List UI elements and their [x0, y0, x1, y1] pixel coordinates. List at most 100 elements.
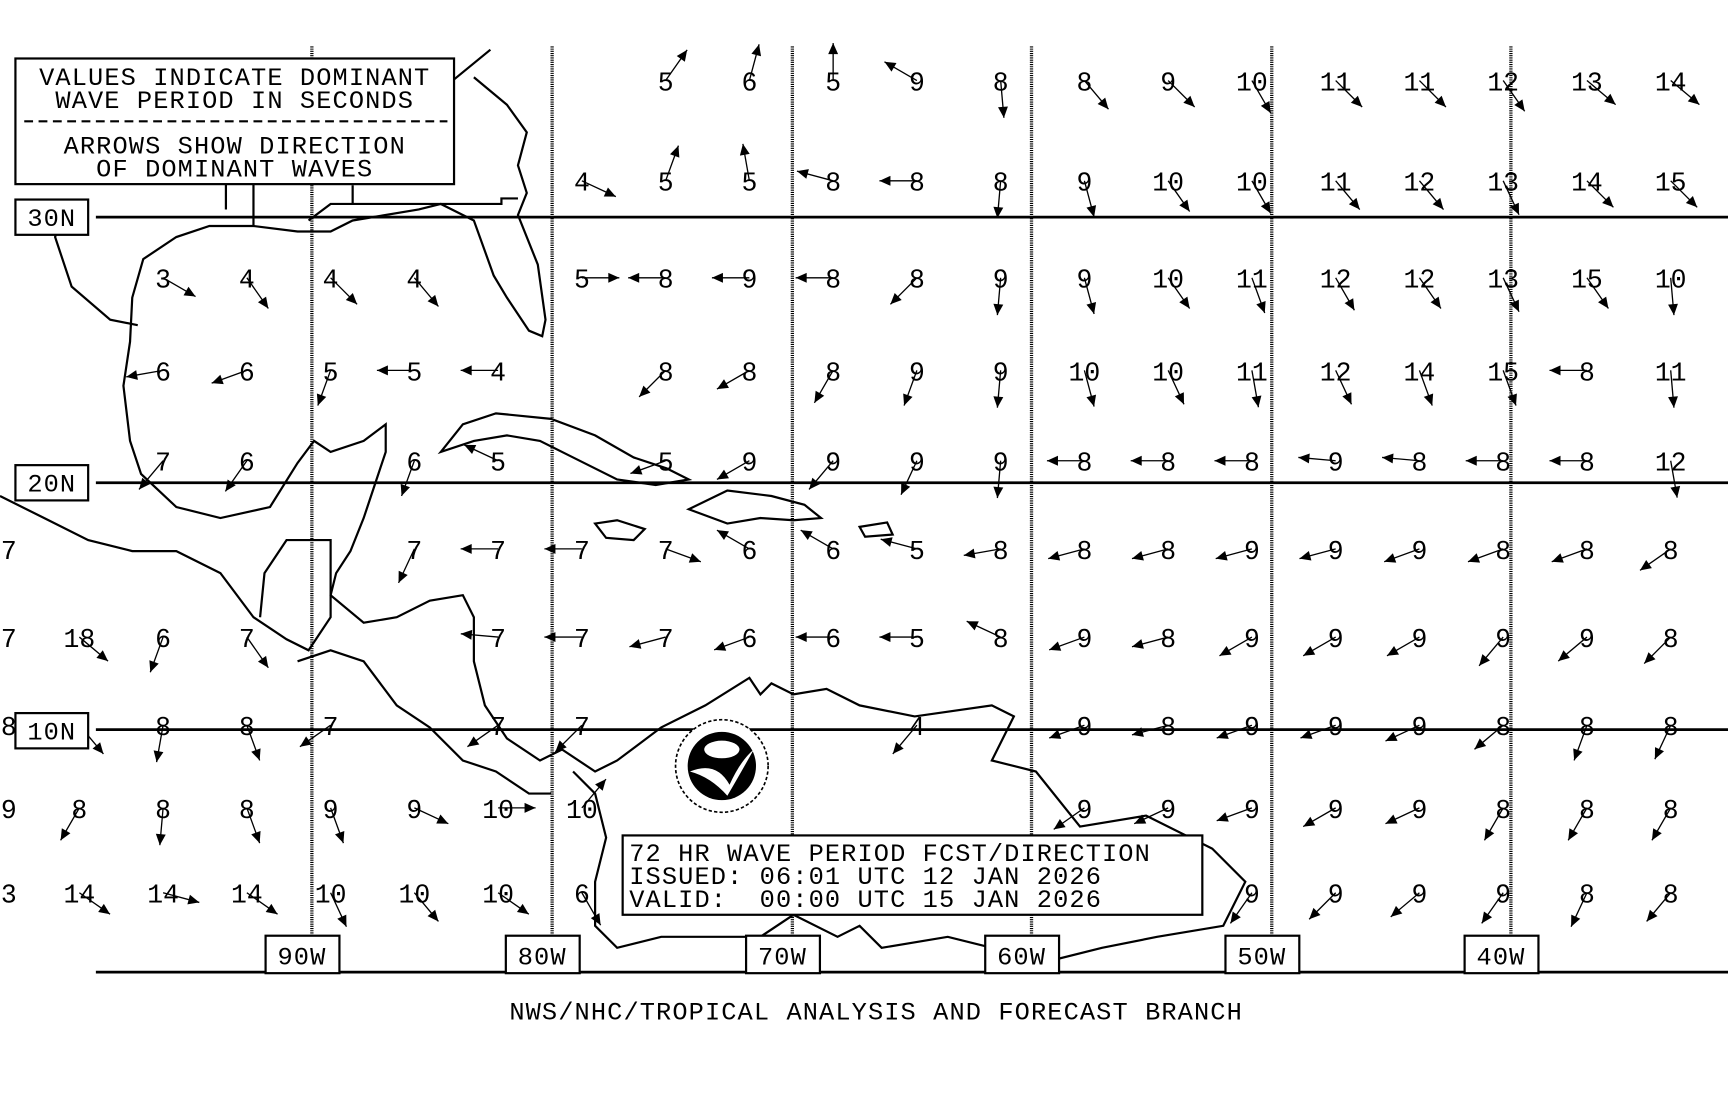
wave-cell: 6 — [741, 44, 762, 98]
wave-cell: 8 — [1131, 625, 1176, 655]
wave-period-value: 10 — [1069, 358, 1101, 388]
wave-cell: 5 — [879, 625, 925, 655]
legend-line: ARROWS SHOW DIRECTION — [64, 132, 406, 161]
arrowhead-icon — [1183, 95, 1195, 108]
legend-box: VALUES INDICATE DOMINANT WAVE PERIOD IN … — [14, 57, 456, 186]
wave-period-value: 15 — [1487, 358, 1519, 388]
wave-cell: 8 — [993, 169, 1009, 219]
wave-cell: 8 — [795, 266, 841, 296]
wave-period-value: 10 — [1152, 266, 1184, 296]
wave-period-value: 15 — [1571, 266, 1603, 296]
wave-cell: 8 — [153, 713, 171, 763]
arrowhead-icon — [603, 187, 616, 197]
wave-cell: 6 — [716, 529, 757, 567]
wave-cell: 5 — [658, 49, 688, 98]
legend-line: WAVE PERIOD IN SECONDS — [55, 87, 414, 116]
wave-period-value: 8 — [1579, 881, 1595, 911]
wave-cell: 9 — [1160, 68, 1196, 108]
wave-cell: 9 — [1048, 713, 1092, 743]
wave-period-value: 10 — [1152, 169, 1184, 199]
wave-period-value: 7 — [323, 713, 339, 743]
wave-cell: 7 — [239, 625, 269, 669]
arrowhead-icon — [1423, 393, 1434, 406]
arrowhead-icon — [139, 477, 150, 490]
wave-cell: 5 — [376, 358, 422, 388]
wave-cell: 5 — [463, 444, 506, 479]
wave-period-value: 11 — [1320, 68, 1352, 98]
arrowhead-icon — [345, 292, 358, 305]
wave-cell: 7 — [544, 537, 590, 567]
wave-cell: 6 — [713, 625, 757, 655]
wave-period-value: 9 — [1160, 796, 1176, 826]
arrowhead-icon — [1214, 455, 1226, 466]
wave-cell: 9 — [993, 266, 1009, 316]
arrowhead-icon — [153, 750, 164, 763]
wave-period-value: 7 — [574, 713, 590, 743]
arrowhead-icon — [1479, 654, 1490, 666]
wave-period-value: 18 — [63, 625, 95, 655]
wave-period-value: 7 — [490, 537, 506, 567]
wave-period-value: 6 — [741, 68, 757, 98]
wave-cell: 12 — [1487, 68, 1526, 112]
wave-cell: 8 — [239, 713, 261, 761]
wave-period-value: 6 — [239, 449, 255, 479]
arrowhead-icon — [516, 903, 529, 915]
wave-cell: 8 — [1382, 449, 1427, 479]
wave-cell: 8 — [628, 266, 674, 296]
arrowhead-icon — [711, 272, 723, 283]
wave-cell: 8 — [1570, 881, 1595, 927]
wave-period-value: 8 — [1160, 713, 1176, 743]
arrowhead-icon — [1260, 100, 1271, 113]
arrowhead-icon — [1260, 201, 1271, 214]
wave-period-value: 10 — [566, 796, 598, 826]
wave-cell: 9 — [1133, 796, 1176, 826]
wave-period-value: 9 — [1244, 713, 1260, 743]
wave-cell: 9 — [1216, 796, 1260, 826]
lat-label-text: 30N — [27, 205, 76, 234]
wave-cell: 12 — [1655, 449, 1687, 498]
lon-label-90w: 90W — [264, 934, 341, 975]
arrowhead-icon — [98, 903, 111, 915]
arrowhead-icon — [1216, 729, 1229, 739]
wave-cell: 7 — [1, 537, 17, 567]
lat-label-text: 20N — [27, 471, 76, 500]
arrowhead-icon — [460, 543, 472, 554]
wave-period-value: 4 — [490, 358, 506, 388]
wave-cell: 15 — [1571, 266, 1609, 309]
arrowhead-icon — [1509, 299, 1520, 312]
wave-cell: 14 — [1655, 68, 1700, 106]
wave-period-value: 5 — [909, 625, 925, 655]
wave-cell: 13 — [1487, 266, 1520, 313]
lat-label-30n: 30N — [14, 198, 90, 236]
wave-period-value: 4 — [406, 266, 422, 296]
arrowhead-icon — [1602, 196, 1614, 208]
wave-cell: 9 — [1302, 796, 1344, 828]
arrowhead-icon — [716, 379, 729, 390]
arrowhead-icon — [96, 650, 109, 662]
wave-cell: 9 — [1478, 625, 1511, 667]
wave-period-value: 11 — [1236, 266, 1268, 296]
wave-period-value: 9 — [909, 68, 925, 98]
wave-period-value: 9 — [1328, 713, 1344, 743]
arrowhead-icon — [1382, 453, 1394, 464]
wave-cell: 9 — [1215, 537, 1260, 567]
arrowhead-icon — [1668, 303, 1678, 316]
arrowhead-icon — [1687, 93, 1700, 105]
arrowhead-icon — [1256, 300, 1266, 314]
wave-period-value: 8 — [1579, 449, 1595, 479]
wave-period-value: 9 — [1244, 625, 1260, 655]
wave-cell: 10 — [315, 881, 348, 927]
wave-cell: 11 — [1236, 358, 1268, 408]
wave-cell: 12 — [1320, 358, 1353, 405]
wave-period-value: 5 — [741, 169, 757, 199]
lon-label-80w: 80W — [504, 934, 581, 975]
wave-period-value: 8 — [1, 713, 17, 743]
lon-label-50w: 50W — [1224, 934, 1301, 975]
lon-label-70w: 70W — [744, 934, 822, 975]
wave-cell: 6 — [574, 881, 602, 926]
arrowhead-icon — [629, 639, 642, 649]
wave-cell: 8 — [1214, 449, 1260, 479]
wave-period-value: 9 — [741, 449, 757, 479]
arrowhead-icon — [901, 482, 911, 495]
wave-cell: 9 — [1383, 537, 1427, 567]
